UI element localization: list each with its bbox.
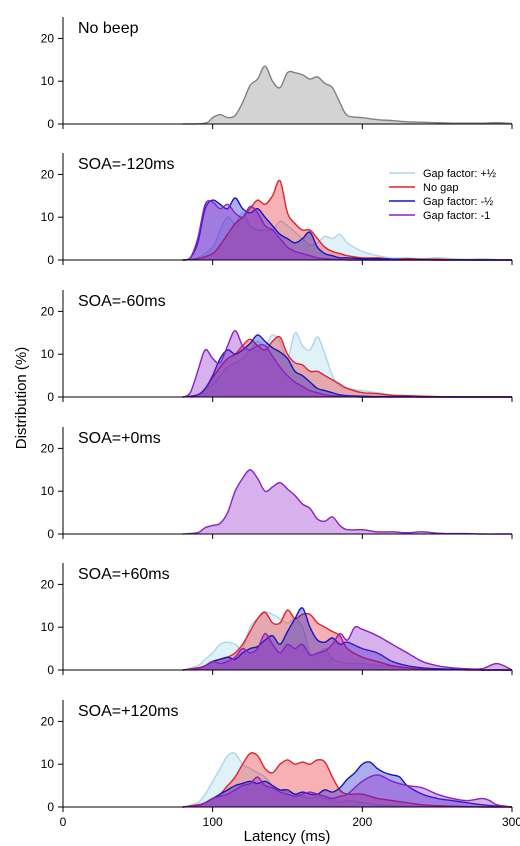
- y-tick-label: 10: [41, 347, 55, 361]
- x-tick-label: 300: [502, 815, 520, 829]
- y-tick-label: 10: [41, 484, 55, 498]
- x-axis-title: Latency (ms): [244, 828, 331, 845]
- series-5-3: [182, 607, 513, 671]
- series-3-4: [182, 329, 513, 398]
- panel-title: SOA=-120ms: [78, 156, 174, 173]
- series-area: [182, 336, 513, 398]
- panel-title: SOA=+120ms: [78, 703, 179, 720]
- y-tick-label: 20: [41, 31, 55, 45]
- y-tick-label: 0: [47, 390, 54, 404]
- y-tick-label: 10: [41, 757, 55, 771]
- series-area: [182, 610, 513, 671]
- panel-4: 0 10 20 SOA=+0ms: [41, 427, 513, 541]
- series-line: [182, 469, 512, 535]
- panel-1: 0 10 20 No beep: [41, 17, 513, 131]
- series-area: [182, 334, 513, 398]
- x-tick-label: 100: [203, 815, 223, 829]
- y-tick-label: 0: [47, 117, 54, 131]
- series-line: [182, 607, 512, 671]
- series-area: [182, 66, 513, 124]
- panel-title: SOA=+60ms: [78, 566, 170, 583]
- series-area: [182, 200, 513, 261]
- series-line: [182, 774, 513, 808]
- y-tick-label: 0: [47, 253, 54, 267]
- y-tick-label: 0: [47, 527, 54, 541]
- series-area: [182, 332, 513, 398]
- series-line: [182, 752, 512, 808]
- y-axis-title: Distribution (%): [13, 347, 30, 450]
- series-4-1: [182, 469, 513, 535]
- series-area: [182, 469, 513, 535]
- legend-label: Gap factor: -1: [423, 210, 490, 222]
- panel-title: SOA=-60ms: [78, 293, 166, 310]
- series-2-2: [182, 179, 513, 261]
- series-area: [182, 197, 513, 261]
- series-6-4: [182, 774, 513, 808]
- y-tick-label: 20: [41, 304, 55, 318]
- x-tick-label: 200: [352, 815, 372, 829]
- series-1-1: [182, 65, 513, 125]
- series-area: [182, 774, 513, 807]
- series-line: [182, 761, 513, 808]
- panel-title: No beep: [78, 20, 139, 37]
- y-tick-label: 20: [41, 167, 55, 181]
- legend-label: Gap factor: -½: [423, 196, 493, 208]
- series-area: [182, 612, 513, 671]
- panels-group: 0 10 20 No beep 0 10 20 SOA=-120ms Gap factor: +…: [41, 17, 520, 829]
- series-line: [182, 752, 512, 808]
- y-tick-label: 10: [41, 620, 55, 634]
- panel-5: 0 10 20 SOA=+60ms: [41, 563, 513, 677]
- y-tick-label: 10: [41, 210, 55, 224]
- legend-label: Gap factor: +½: [423, 168, 496, 180]
- series-area: [182, 761, 513, 807]
- series-area: [182, 752, 513, 808]
- series-5-4: [182, 625, 513, 671]
- x-tick-label: 0: [60, 815, 67, 829]
- series-area: [182, 180, 513, 261]
- series-6-1: [182, 752, 513, 808]
- series-area: [182, 212, 513, 260]
- series-area: [182, 752, 513, 808]
- series-area: [182, 626, 513, 670]
- panel-3: 0 10 20 SOA=-60ms: [41, 290, 513, 404]
- series-area: [182, 330, 513, 398]
- y-tick-label: 20: [41, 714, 55, 728]
- y-tick-label: 10: [41, 74, 55, 88]
- series-area: [182, 607, 513, 671]
- legend-label: No gap: [423, 182, 458, 194]
- panel-title: SOA=+0ms: [78, 430, 161, 447]
- series-line: [182, 65, 513, 125]
- series-6-2: [182, 752, 513, 808]
- series-6-3: [182, 761, 513, 808]
- y-tick-label: 0: [47, 800, 54, 814]
- series-line: [182, 625, 513, 671]
- y-tick-label: 20: [41, 577, 55, 591]
- legend: Gap factor: +½ No gap Gap factor: -½ Gap fa…: [389, 168, 496, 222]
- y-tick-label: 20: [41, 441, 55, 455]
- y-tick-label: 0: [47, 663, 54, 677]
- series-line: [182, 179, 512, 261]
